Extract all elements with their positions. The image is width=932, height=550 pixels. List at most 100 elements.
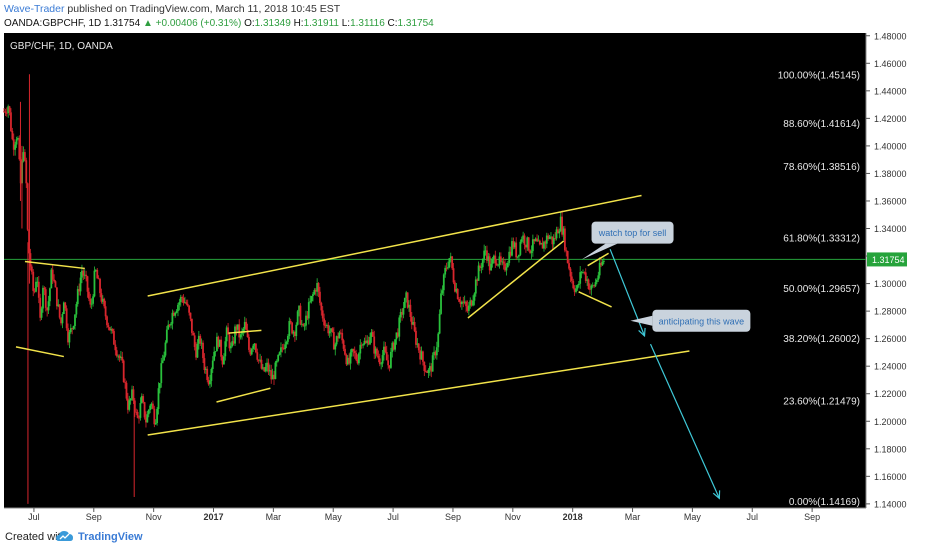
y-tick-label: 1.30000 [874, 279, 907, 289]
candle-body [387, 360, 390, 366]
candle-body [147, 409, 150, 415]
candle-body [163, 355, 165, 361]
candle-body [261, 367, 264, 369]
quote-line: OANDA:GBPCHF, 1D 1.31754 ▲ +0.00406 (+0.… [4, 18, 434, 29]
trend-line-flag2-bottom [216, 387, 271, 403]
candle-body [486, 250, 488, 261]
candle-body [61, 314, 64, 324]
candle-body [37, 281, 40, 298]
candle-body [473, 293, 476, 301]
x-tick-label: Sep [804, 512, 820, 522]
candle-body [14, 144, 17, 150]
candle-body [462, 301, 465, 303]
candle-body [69, 328, 72, 333]
x-tick-label: May [684, 512, 702, 522]
candle-body [131, 389, 133, 399]
x-tick-label: Sep [86, 512, 102, 522]
candle-body [480, 267, 483, 269]
candle-body [374, 348, 377, 354]
candle-body [362, 344, 364, 346]
x-tick-label: 2018 [563, 512, 583, 522]
candle-body [557, 229, 559, 234]
price-axis[interactable]: 1.48000 1.46000 1.44000 1.42000 1.40000 1.380… [866, 33, 907, 509]
candle-body [394, 339, 396, 350]
candle-body [209, 380, 211, 385]
time-axis[interactable]: Jul Sep Nov 2017 Mar May Jul Sep Nov 2018 Mar May Ju… [28, 508, 820, 522]
candle-body [190, 318, 193, 333]
candle-body [575, 288, 577, 292]
candle-body [74, 314, 76, 327]
candle-body [491, 259, 494, 264]
candle-body [202, 342, 204, 359]
candle-body [32, 271, 35, 291]
candle-body [356, 359, 359, 364]
candle-body [474, 279, 477, 294]
candle-body [126, 398, 129, 410]
candle-body [597, 275, 600, 280]
candle-body [175, 311, 178, 313]
candle-body [355, 353, 358, 360]
candle-body [552, 238, 555, 245]
x-tick-label: Nov [505, 512, 522, 522]
candle-body [330, 328, 332, 332]
candle-body [359, 344, 362, 354]
candle-body [470, 300, 473, 306]
candle-body [274, 362, 277, 380]
candle-body [448, 258, 451, 268]
candle-body [406, 292, 409, 308]
candle-body [90, 303, 93, 305]
candle-body [577, 283, 580, 286]
candle-body [12, 139, 15, 150]
candle-body [572, 280, 575, 289]
candle-body [433, 351, 435, 356]
candle-body [479, 265, 481, 268]
candle-body [587, 279, 590, 290]
candle-body [591, 285, 594, 287]
candle-body [17, 138, 19, 140]
candle-body [51, 269, 54, 280]
candle-body [128, 400, 131, 410]
price-tag-box [867, 252, 907, 267]
publish-date: published on TradingView.com, March 11, … [67, 3, 341, 15]
candle-body [86, 276, 89, 292]
price-change: +0.00406 (+0.31%) [155, 18, 242, 29]
candle-body [408, 304, 410, 308]
candle-body [236, 324, 239, 330]
y-tick-label: 1.26000 [874, 334, 907, 344]
tradingview-link[interactable]: TradingView [78, 531, 143, 543]
candle-body [26, 183, 29, 230]
candle-body [58, 304, 61, 318]
x-tick-label: 2017 [203, 512, 223, 522]
candle-body [125, 382, 128, 399]
candle-body [207, 379, 210, 385]
candle-body [442, 274, 445, 291]
candle-body [367, 340, 370, 345]
candle-body [344, 348, 346, 355]
close-label: C: [387, 18, 398, 29]
candle-body [129, 398, 132, 401]
candle-body [321, 310, 324, 319]
candle-body [498, 256, 501, 265]
candle-body [217, 336, 220, 347]
candle-body [203, 358, 206, 370]
candle-body [420, 351, 423, 360]
candle-body [3, 111, 5, 113]
candle-body [565, 250, 568, 252]
candle-body [285, 341, 288, 345]
x-tick-label: Sep [445, 512, 461, 522]
candle-body [370, 332, 373, 337]
candle-body [328, 331, 331, 334]
candle-body [288, 320, 291, 336]
candle-body [305, 315, 307, 326]
candle-body [538, 240, 541, 245]
author-link[interactable]: Wave-Trader [4, 3, 65, 15]
plot-area[interactable] [4, 33, 866, 508]
candle-body [551, 236, 554, 245]
candle-body [527, 237, 530, 251]
candle-body [369, 336, 371, 345]
price-chart[interactable]: GBP/CHF, 1D, OANDA 1.48000 1.46000 1.44000… [0, 33, 932, 525]
candle-body [435, 347, 438, 356]
candle-body [555, 229, 558, 239]
candle-body [519, 241, 522, 255]
candle-body [598, 262, 601, 276]
